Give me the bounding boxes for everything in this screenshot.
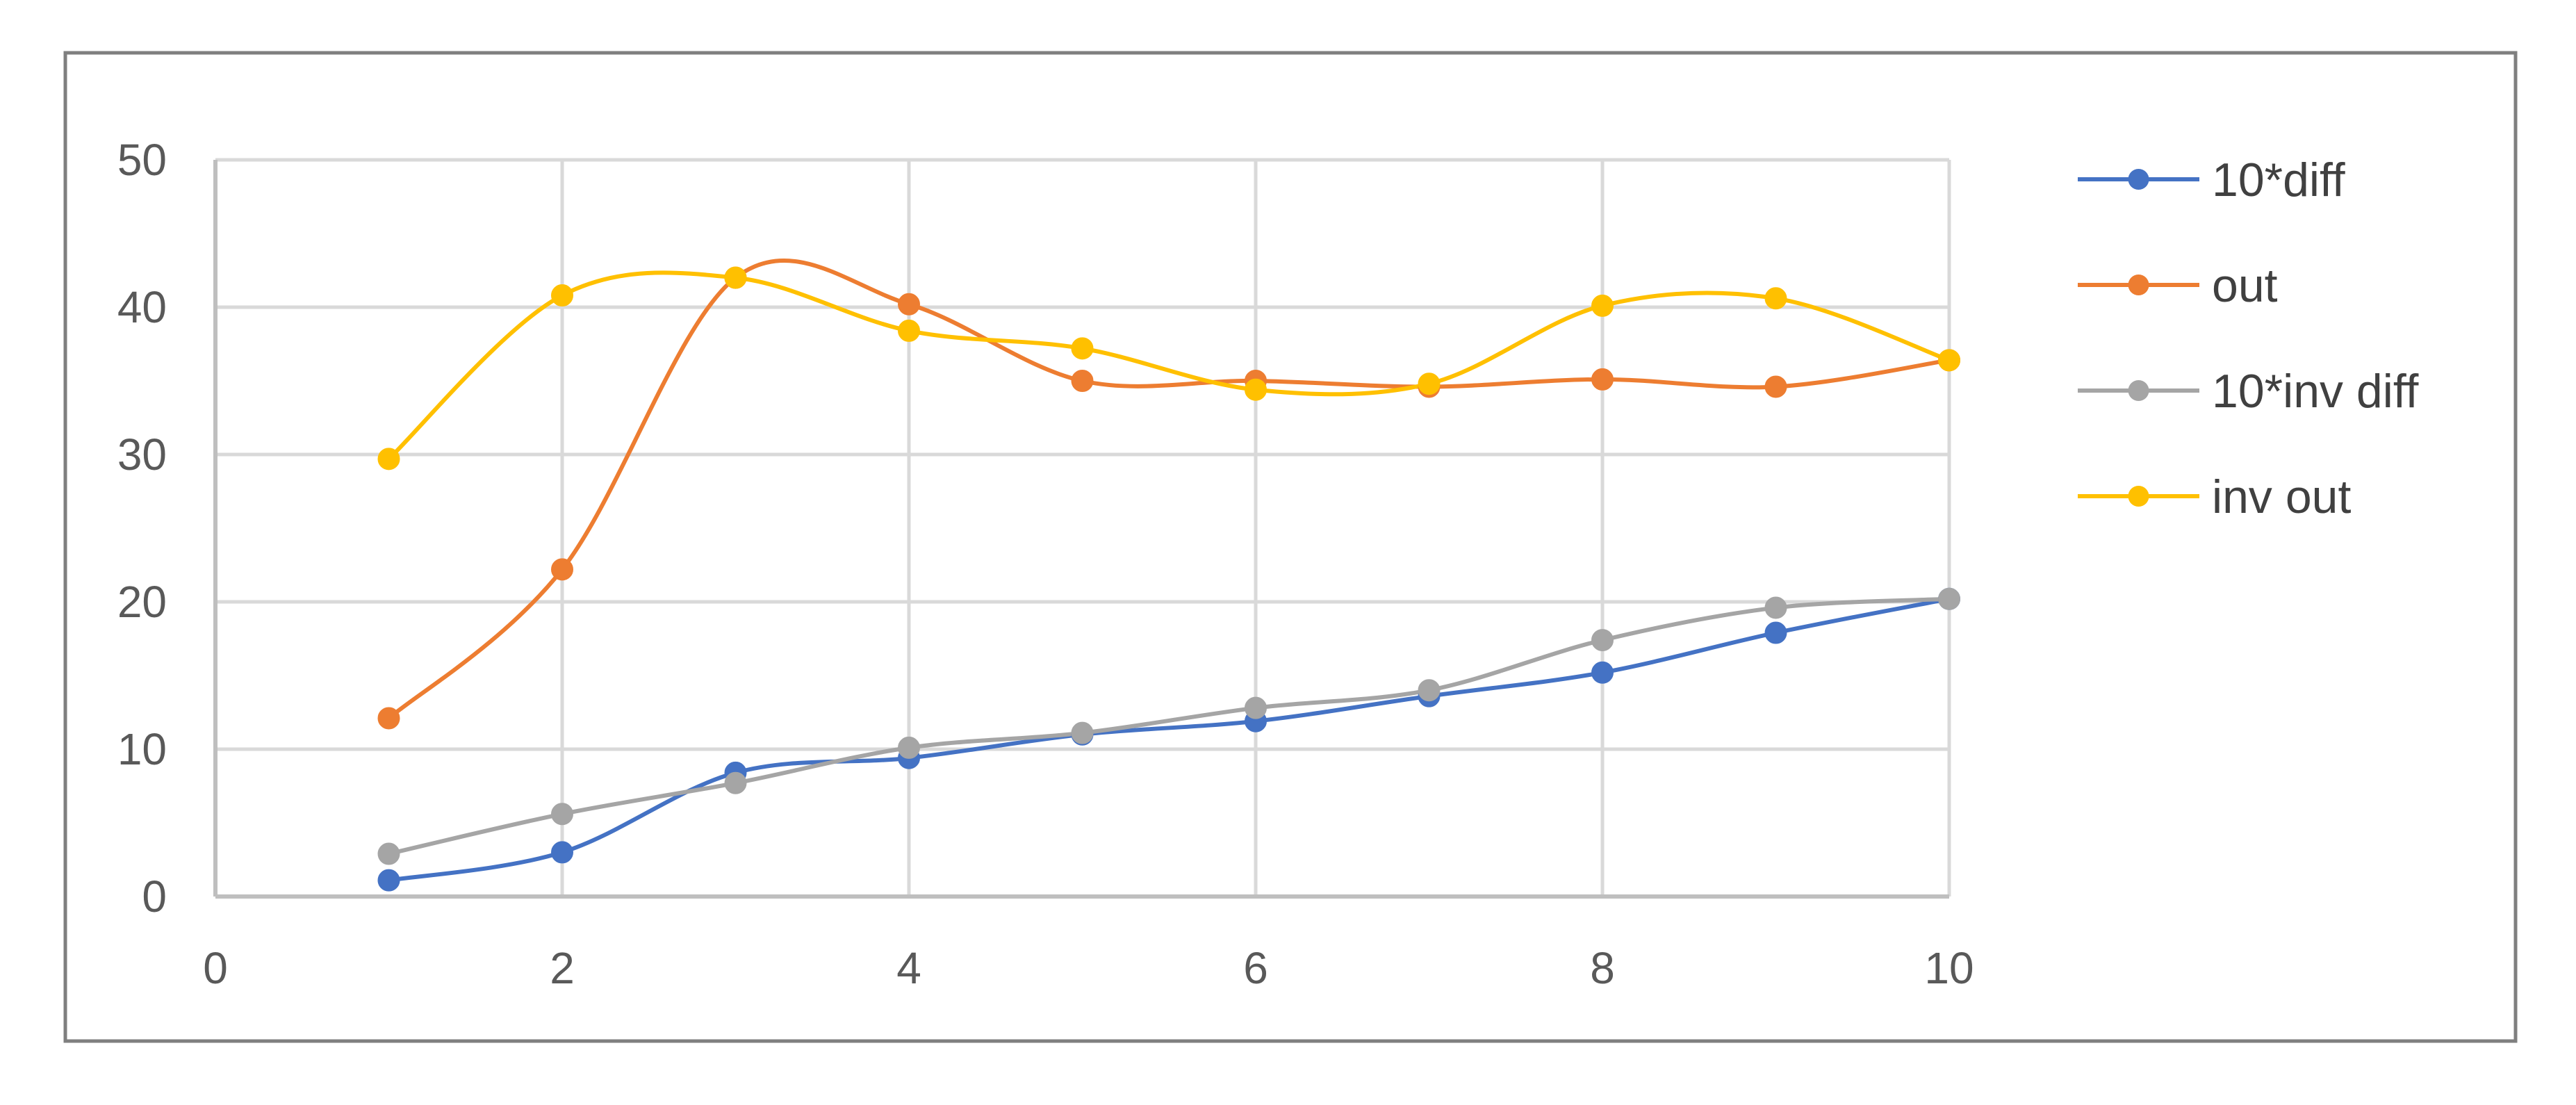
data-point-10-diff-8 — [1591, 661, 1614, 684]
series-line-inv-out — [386, 270, 1951, 461]
legend-label: out — [2212, 259, 2278, 312]
data-point-10-inv-diff-3 — [724, 771, 747, 794]
data-point-10-inv-diff-8 — [1591, 629, 1614, 652]
data-point-10-inv-diff-1 — [377, 842, 400, 865]
data-point-10-diff-9 — [1764, 621, 1787, 644]
x-tick-label: 2 — [550, 943, 575, 993]
data-point-inv-out-1 — [377, 448, 400, 470]
chart-frame — [63, 51, 2518, 1043]
data-point-10-inv-diff-7 — [1418, 679, 1441, 702]
x-axis-tick-labels: 0 2 4 6 8 10 — [203, 943, 1974, 993]
legend-item-out: out — [2078, 259, 2278, 312]
legend-label: 10*inv diff — [2212, 365, 2419, 418]
axes — [213, 160, 1949, 899]
data-point-10-inv-diff-9 — [1764, 596, 1787, 619]
x-tick-label: 6 — [1243, 943, 1268, 993]
data-point-out-2 — [551, 558, 573, 581]
data-point-10-inv-diff-6 — [1245, 696, 1267, 719]
data-point-out-1 — [377, 707, 400, 730]
y-tick-label: 30 — [117, 429, 167, 480]
x-tick-label: 0 — [203, 943, 228, 993]
data-point-inv-out-3 — [724, 266, 747, 289]
legend-swatch-marker — [2128, 380, 2149, 401]
series-line-10-inv-diff — [386, 596, 1951, 856]
series-markers — [377, 266, 1960, 892]
legend-swatch-marker — [2128, 169, 2149, 190]
series-line-10-diff — [386, 596, 1951, 883]
legend-label: inv out — [2212, 470, 2351, 523]
data-point-inv-out-8 — [1591, 294, 1614, 317]
data-point-10-inv-diff-5 — [1071, 721, 1094, 744]
data-point-10-inv-diff-2 — [551, 803, 573, 826]
data-point-inv-out-10 — [1938, 349, 1960, 372]
legend-item-10-diff: 10*diff — [2078, 154, 2345, 206]
series-lines — [386, 259, 1951, 883]
legend-swatch-marker — [2128, 275, 2149, 295]
data-point-out-5 — [1071, 370, 1094, 392]
legend-item-10-inv-diff: 10*inv diff — [2078, 365, 2419, 418]
data-point-10-inv-diff-10 — [1938, 587, 1960, 610]
data-point-inv-out-4 — [898, 319, 920, 342]
y-tick-label: 50 — [117, 135, 167, 185]
y-tick-label: 20 — [117, 577, 167, 627]
data-point-10-diff-2 — [551, 841, 573, 864]
series-line-out — [386, 259, 1951, 721]
legend-label: 10*diff — [2212, 154, 2345, 206]
data-point-inv-out-5 — [1071, 337, 1094, 360]
data-point-inv-out-9 — [1764, 287, 1787, 310]
data-point-out-9 — [1764, 375, 1787, 398]
legend-swatch-marker — [2128, 486, 2149, 507]
data-point-inv-out-6 — [1245, 378, 1267, 401]
data-point-out-4 — [898, 293, 920, 316]
grid-lines — [215, 158, 1951, 897]
data-point-10-inv-diff-4 — [898, 736, 920, 759]
y-tick-label: 0 — [142, 871, 167, 922]
x-tick-label: 4 — [896, 943, 921, 993]
legend: 10*diff out 10*inv diff inv out — [2078, 154, 2419, 523]
y-tick-label: 10 — [117, 724, 167, 774]
x-tick-label: 8 — [1590, 943, 1615, 993]
y-axis-tick-labels: 0 10 20 30 40 50 — [117, 135, 167, 922]
x-tick-label: 10 — [1924, 943, 1974, 993]
data-point-inv-out-7 — [1418, 373, 1441, 395]
data-point-inv-out-2 — [551, 284, 573, 307]
data-point-out-8 — [1591, 368, 1614, 391]
data-point-10-diff-1 — [377, 869, 400, 892]
y-tick-label: 40 — [117, 282, 167, 332]
legend-item-inv-out: inv out — [2078, 470, 2351, 523]
